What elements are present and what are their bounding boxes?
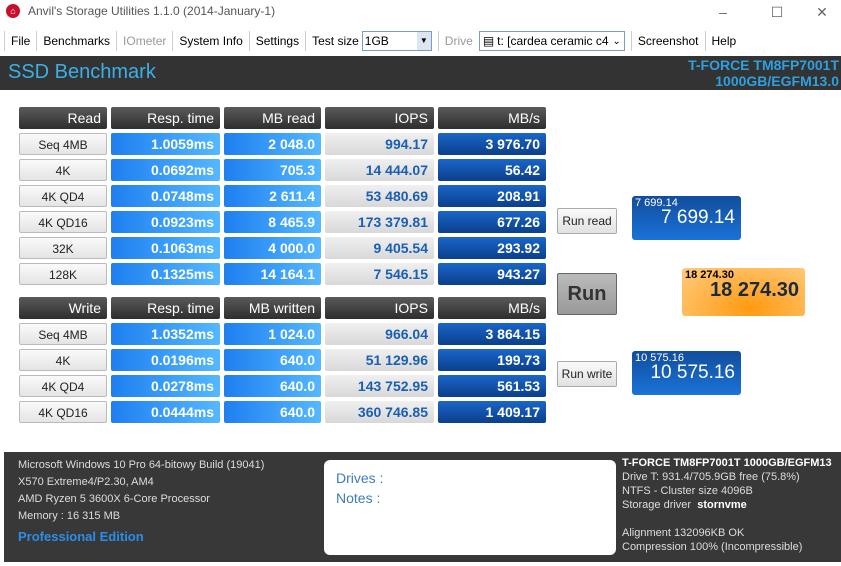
write-row-iops: 51 129.96 bbox=[325, 349, 434, 371]
dropdown-arrow-icon: ▼ bbox=[416, 32, 431, 50]
app-logo-icon: ⌂ bbox=[6, 4, 20, 18]
menu-file[interactable]: File bbox=[4, 31, 36, 51]
read-row-test-label[interactable]: 4K bbox=[19, 159, 107, 181]
read-row-mb-value: 2 611.4 bbox=[224, 185, 321, 207]
menu-settings[interactable]: Settings bbox=[248, 31, 305, 51]
close-button[interactable]: ✕ bbox=[816, 4, 828, 20]
write-row-resp-time: 0.0444ms bbox=[111, 401, 220, 423]
read-row-resp-time: 0.0923ms bbox=[111, 211, 220, 233]
write-row-test-label[interactable]: 4K QD4 bbox=[19, 375, 107, 397]
run-read-button[interactable]: Run read bbox=[557, 208, 617, 234]
read-row-mbps: 677.26 bbox=[438, 211, 546, 233]
run-button[interactable]: Run bbox=[557, 273, 617, 315]
drive-info: T-FORCE TM8FP7001T 1000GB/EGFM13 Drive T… bbox=[622, 457, 832, 553]
read-row-resp-time: 0.0748ms bbox=[111, 185, 220, 207]
menu-system-info[interactable]: System Info bbox=[172, 31, 248, 51]
test-size-select[interactable]: 1GB ▼ bbox=[361, 31, 432, 51]
read-row-mb-value: 4 000.0 bbox=[224, 237, 321, 259]
read-row-mbps: 3 976.70 bbox=[438, 133, 546, 155]
read-row-iops: 173 379.81 bbox=[325, 211, 434, 233]
write-row-mbps: 3 864.15 bbox=[438, 323, 546, 345]
minimize-button[interactable]: – bbox=[719, 4, 727, 20]
read-row-test-label[interactable]: 32K bbox=[19, 237, 107, 259]
notes-label: Notes : bbox=[336, 490, 381, 506]
write-row-mbps: 561.53 bbox=[438, 375, 546, 397]
write-row-mbps: 1 409.17 bbox=[438, 401, 546, 423]
read-header-resp-time: Resp. time bbox=[111, 107, 220, 129]
chevron-down-icon: ⌄ bbox=[612, 35, 621, 47]
drives-label: Drives : bbox=[336, 470, 384, 486]
read-row-test-label[interactable]: 128K bbox=[19, 263, 107, 285]
window-title: Anvil's Storage Utilities 1.1.0 (2014-Ja… bbox=[28, 4, 276, 18]
device-name: T-FORCE TM8FP7001T 1000GB/EGFM13.0 bbox=[688, 57, 839, 89]
read-row-test-label[interactable]: 4K QD16 bbox=[19, 211, 107, 233]
write-row-test-label[interactable]: 4K QD16 bbox=[19, 401, 107, 423]
write-row-mb-value: 640.0 bbox=[224, 375, 321, 397]
write-row-mbps: 199.73 bbox=[438, 349, 546, 371]
write-row-resp-time: 0.0278ms bbox=[111, 375, 220, 397]
read-row-iops: 14 444.07 bbox=[325, 159, 434, 181]
menu-help[interactable]: Help bbox=[704, 31, 743, 51]
menu-benchmarks[interactable]: Benchmarks bbox=[36, 31, 116, 51]
read-row-iops: 53 480.69 bbox=[325, 185, 434, 207]
write-row-mb-value: 640.0 bbox=[224, 349, 321, 371]
write-row-iops: 143 752.95 bbox=[325, 375, 434, 397]
test-size-label: Test size bbox=[305, 31, 362, 51]
drive-icon: ▤ bbox=[482, 34, 495, 48]
write-row-mb-value: 1 024.0 bbox=[224, 323, 321, 345]
page-title: SSD Benchmark bbox=[8, 61, 156, 83]
read-row-iops: 7 546.15 bbox=[325, 263, 434, 285]
read-score: 7 699.14 7 699.14 bbox=[632, 196, 741, 240]
write-header-iops: IOPS bbox=[325, 297, 434, 319]
write-header-resp-time: Resp. time bbox=[111, 297, 220, 319]
write-header-test-label: Write bbox=[19, 297, 107, 319]
read-row-resp-time: 0.1063ms bbox=[111, 237, 220, 259]
read-row-mb-value: 14 164.1 bbox=[224, 263, 321, 285]
read-row-mb-value: 2 048.0 bbox=[224, 133, 321, 155]
drive-select[interactable]: ▤ t: [cardea ceramic c4 ⌄ bbox=[478, 31, 625, 51]
notes-box[interactable]: Drives : Notes : bbox=[324, 460, 616, 555]
total-score: 18 274.30 18 274.30 bbox=[682, 268, 805, 316]
read-row-mbps: 943.27 bbox=[438, 263, 546, 285]
write-row-resp-time: 1.0352ms bbox=[111, 323, 220, 345]
read-row-iops: 994.17 bbox=[325, 133, 434, 155]
read-row-test-label[interactable]: Seq 4MB bbox=[19, 133, 107, 155]
read-row-test-label[interactable]: 4K QD4 bbox=[19, 185, 107, 207]
read-row-resp-time: 0.1325ms bbox=[111, 263, 220, 285]
write-row-mb-value: 640.0 bbox=[224, 401, 321, 423]
read-row-iops: 9 405.54 bbox=[325, 237, 434, 259]
run-write-button[interactable]: Run write bbox=[557, 361, 617, 387]
write-row-iops: 360 746.85 bbox=[325, 401, 434, 423]
edition-link[interactable]: Professional Edition bbox=[18, 529, 144, 544]
read-row-resp-time: 0.0692ms bbox=[111, 159, 220, 181]
drive-label: Drive bbox=[437, 31, 479, 51]
read-header-iops: IOPS bbox=[325, 107, 434, 129]
write-header-mb-value: MB written bbox=[224, 297, 321, 319]
menu-screenshot[interactable]: Screenshot bbox=[630, 31, 705, 51]
read-row-mb-value: 705.3 bbox=[224, 159, 321, 181]
write-header-mbps: MB/s bbox=[438, 297, 546, 319]
header-bar: SSD Benchmark T-FORCE TM8FP7001T 1000GB/E… bbox=[0, 56, 841, 90]
read-row-mb-value: 8 465.9 bbox=[224, 211, 321, 233]
write-row-test-label[interactable]: 4K bbox=[19, 349, 107, 371]
read-header-test-label: Read bbox=[19, 107, 107, 129]
menu-iometer[interactable]: IOmeter bbox=[116, 31, 172, 51]
read-header-mb-value: MB read bbox=[224, 107, 321, 129]
maximize-button[interactable]: ☐ bbox=[770, 4, 784, 20]
info-panel: Microsoft Windows 10 Pro 64-bitowy Build… bbox=[4, 452, 841, 562]
menu-bar: File Benchmarks IOmeter System Info Sett… bbox=[4, 30, 742, 52]
write-row-resp-time: 0.0196ms bbox=[111, 349, 220, 371]
write-row-iops: 966.04 bbox=[325, 323, 434, 345]
read-row-mbps: 208.91 bbox=[438, 185, 546, 207]
read-row-mbps: 293.92 bbox=[438, 237, 546, 259]
read-header-mbps: MB/s bbox=[438, 107, 546, 129]
write-score: 10 575.16 10 575.16 bbox=[632, 351, 741, 395]
write-row-test-label[interactable]: Seq 4MB bbox=[19, 323, 107, 345]
read-row-resp-time: 1.0059ms bbox=[111, 133, 220, 155]
system-info: Microsoft Windows 10 Pro 64-bitowy Build… bbox=[18, 459, 265, 544]
read-row-mbps: 56.42 bbox=[438, 159, 546, 181]
